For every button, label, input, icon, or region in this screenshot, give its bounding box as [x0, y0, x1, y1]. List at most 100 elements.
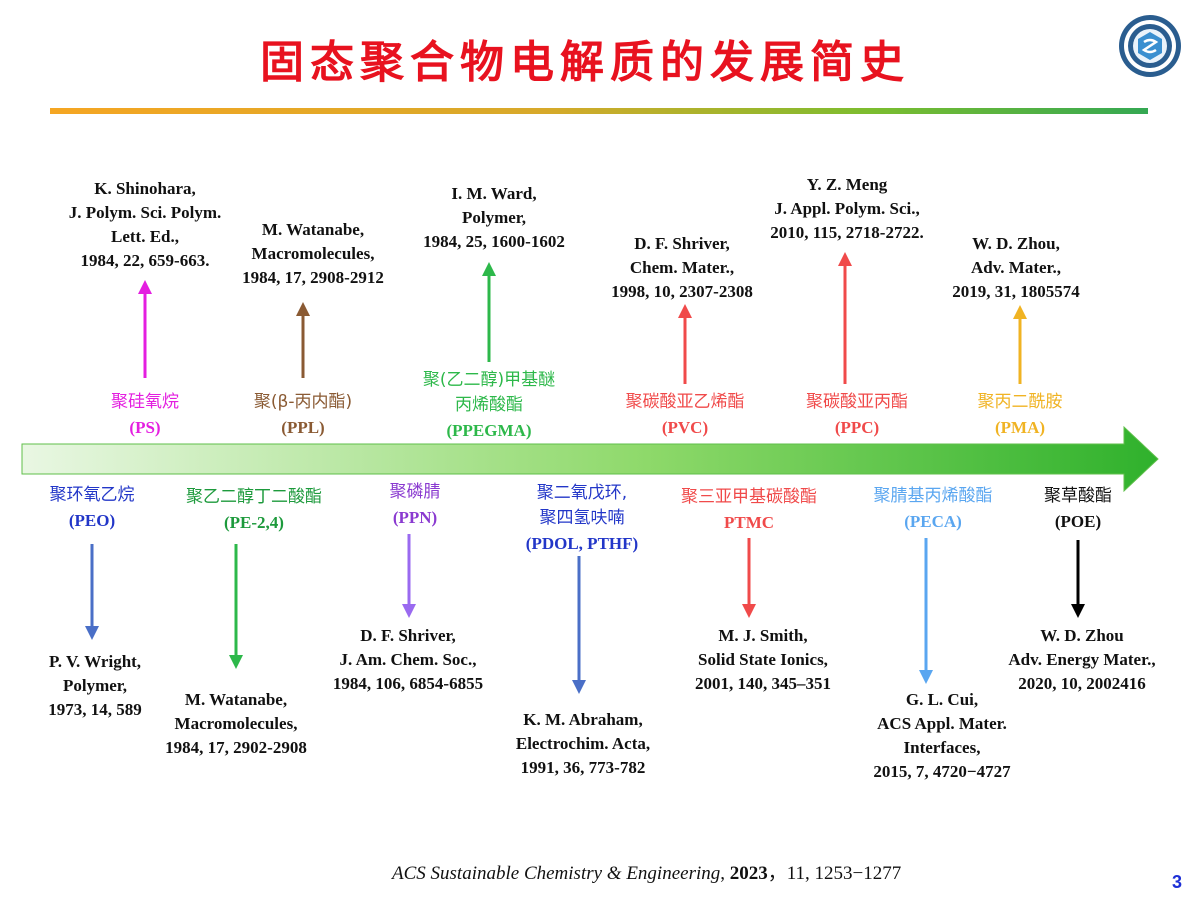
ref-journal: Solid State Ionics,: [698, 650, 828, 669]
source-year: 2023: [729, 863, 768, 884]
ref-journal: Adv. Energy Mater.,: [1008, 650, 1156, 669]
reference-watanabe-1984-lower: M. Watanabe, Macromolecules, 1984, 17, 2…: [140, 688, 332, 760]
down-arrow-ptmc: [742, 538, 756, 618]
polymer-name: 聚三亚甲基碳酸酯: [681, 487, 817, 507]
ref-citation: 1998, 10, 2307-2308: [611, 282, 753, 301]
polymer-pdol-pthf: 聚二氧戊环, 聚四氢呋喃 (PDOL, PTHF): [502, 481, 662, 556]
polymer-name: 聚碳酸亚乙烯酯: [625, 392, 745, 412]
polymer-poe: 聚草酸酯 (POE): [1028, 484, 1128, 534]
page-number: 3: [1172, 872, 1183, 892]
title-underline: [50, 108, 1148, 114]
polymer-abbr: (PVC): [661, 418, 709, 437]
ref-citation: 1984, 25, 1600-1602: [423, 232, 565, 251]
down-arrow-poe: [1071, 540, 1085, 618]
ref-author: D. F. Shriver,: [634, 234, 730, 253]
polymer-name: 聚环氧乙烷: [49, 485, 135, 505]
ref-journal: J. Polym. Sci. Polym.: [68, 203, 222, 222]
reference-smith: M. J. Smith, Solid State Ionics, 2001, 1…: [668, 624, 858, 696]
polymer-name-line2: 丙烯酸酯: [455, 395, 523, 415]
polymer-abbr: PTMC: [723, 513, 775, 532]
ref-author: P. V. Wright,: [48, 652, 142, 671]
ref-citation: 2020, 10, 2002416: [1018, 674, 1146, 693]
ref-author: M. J. Smith,: [718, 626, 808, 645]
polymer-name: 聚硅氧烷: [111, 392, 179, 412]
polymer-pe24: 聚乙二醇丁二酸酯 (PE-2,4): [158, 485, 350, 535]
source-separator: ,: [720, 863, 730, 884]
ref-citation: 1984, 17, 2908-2912: [242, 268, 384, 287]
ref-citation: 2010, 115, 2718-2722.: [770, 223, 924, 242]
polymer-name: 聚(乙二醇)甲基醚: [422, 370, 556, 390]
ref-author: K. M. Abraham,: [523, 710, 643, 729]
ref-author: W. D. Zhou,: [972, 234, 1060, 253]
reference-zhou-2020: W. D. Zhou Adv. Energy Mater., 2020, 10,…: [982, 624, 1182, 696]
reference-meng: Y. Z. Meng J. Appl. Polym. Sci., 2010, 1…: [747, 173, 947, 245]
reference-abraham: K. M. Abraham, Electrochim. Acta, 1991, …: [488, 708, 678, 780]
polymer-name: 聚乙二醇丁二酸酯: [186, 487, 322, 507]
up-arrow-ppl: [296, 302, 310, 378]
ref-citation: 2015, 7, 4720−4727: [873, 762, 1011, 781]
polymer-ps: 聚硅氧烷 (PS): [95, 390, 195, 440]
polymer-name: 聚二氧戊环,: [536, 483, 628, 503]
ref-author: M. Watanabe,: [261, 220, 365, 239]
ref-author: M. Watanabe,: [184, 690, 288, 709]
reference-shinohara: K. Shinohara, J. Polym. Sci. Polym. Lett…: [20, 177, 270, 273]
polymer-pma: 聚丙二酰胺 (PMA): [960, 390, 1080, 440]
polymer-abbr: (PPEGMA): [446, 421, 532, 440]
polymer-abbr: (PECA): [904, 512, 962, 531]
down-arrow-ppn: [402, 534, 416, 618]
reference-watanabe-1984-upper: M. Watanabe, Macromolecules, 1984, 17, 2…: [218, 218, 408, 290]
slide-title: 固态聚合物电解质的发展简史: [260, 37, 910, 88]
polymer-abbr: (PS): [129, 418, 161, 437]
polymer-abbr: (PPC): [834, 418, 880, 437]
reference-shriver-1998: D. F. Shriver, Chem. Mater., 1998, 10, 2…: [582, 232, 782, 304]
ref-citation: 2019, 31, 1805574: [952, 282, 1080, 301]
ref-journal: Macromolecules,: [251, 244, 375, 263]
timeline-arrow: [21, 425, 1159, 493]
up-arrow-pma: [1013, 305, 1027, 384]
reference-zhou-2019: W. D. Zhou, Adv. Mater., 2019, 31, 18055…: [926, 232, 1106, 304]
ref-journal: Macromolecules,: [174, 714, 298, 733]
reference-shriver-1984: D. F. Shriver, J. Am. Chem. Soc., 1984, …: [306, 624, 510, 696]
polymer-name: 聚磷腈: [389, 482, 441, 502]
ref-journal: J. Am. Chem. Soc.,: [339, 650, 477, 669]
ref-citation: 1984, 106, 6854-6855: [332, 674, 484, 693]
polymer-abbr: (PPN): [392, 508, 438, 527]
ref-journal: Adv. Mater.,: [970, 258, 1062, 277]
ref-journal: ACS Appl. Mater.: [877, 714, 1007, 733]
up-arrow-pvc: [678, 304, 692, 384]
ref-citation: 1984, 17, 2902-2908: [165, 738, 307, 757]
polymer-ptmc: 聚三亚甲基碳酸酯 PTMC: [654, 485, 844, 535]
polymer-abbr: (POE): [1054, 512, 1102, 531]
polymer-abbr: (PE-2,4): [224, 513, 284, 532]
ref-citation: 1984, 22, 659-663.: [80, 251, 210, 270]
polymer-abbr: (PDOL, PTHF): [525, 534, 639, 553]
ref-journal: Polymer,: [461, 208, 527, 227]
university-logo: [1119, 15, 1181, 77]
polymer-name: 聚碳酸亚丙酯: [806, 392, 908, 412]
polymer-abbr: (PEO): [68, 511, 116, 530]
polymer-name: 聚腈基丙烯酸酯: [873, 486, 993, 506]
polymer-pvc: 聚碳酸亚乙烯酯 (PVC): [605, 390, 765, 440]
ref-journal-cont: Interfaces,: [903, 738, 981, 757]
ref-author: W. D. Zhou: [1040, 626, 1124, 645]
polymer-ppl: 聚(β-丙内酯) (PPL): [228, 390, 378, 440]
polymer-peca: 聚腈基丙烯酸酯 (PECA): [850, 484, 1016, 534]
reference-ward: I. M. Ward, Polymer, 1984, 25, 1600-1602: [398, 182, 590, 254]
polymer-peo: 聚环氧乙烷 (PEO): [32, 483, 152, 533]
down-arrow-pdol: [572, 556, 586, 694]
polymer-abbr: (PMA): [994, 418, 1046, 437]
ref-citation: 1991, 36, 773-782: [520, 758, 646, 777]
down-arrow-peca: [919, 538, 933, 684]
polymer-ppc: 聚碳酸亚丙酯 (PPC): [787, 390, 927, 440]
ref-journal: Electrochim. Acta,: [515, 734, 651, 753]
ref-journal: J. Appl. Polym. Sci.,: [774, 199, 920, 218]
ref-journal-cont: Lett. Ed.,: [111, 227, 179, 246]
source-citation: ACS Sustainable Chemistry & Engineering,…: [392, 858, 901, 885]
ref-journal: Polymer,: [62, 676, 128, 695]
down-arrow-peo: [85, 544, 99, 640]
source-journal: ACS Sustainable Chemistry & Engineering: [392, 863, 721, 884]
ref-author: D. F. Shriver,: [360, 626, 456, 645]
ref-author: K. Shinohara,: [94, 179, 196, 198]
polymer-name-line2: 聚四氢呋喃: [539, 508, 625, 528]
